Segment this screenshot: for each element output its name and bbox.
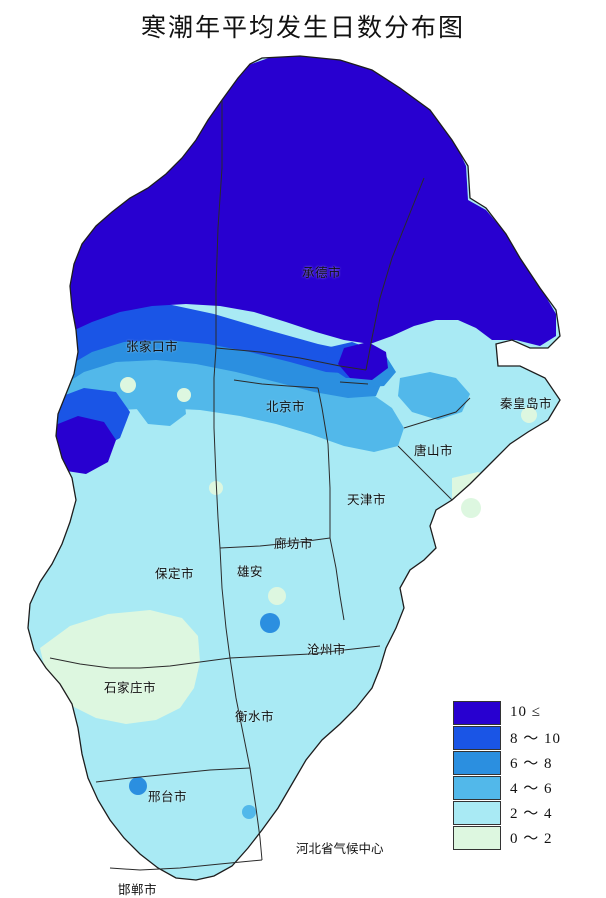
city-label-chengde: 承德市 [302, 266, 342, 280]
band-10-plus [50, 56, 556, 346]
city-label-langfang: 廊坊市 [274, 537, 314, 551]
city-label-zhangjiakou: 张家口市 [126, 340, 179, 354]
legend-item: 0 ～ 2 [453, 825, 583, 850]
credit-label: 河北省气候中心 [296, 842, 384, 856]
city-label-xingtai: 邢台市 [148, 790, 188, 804]
legend-item: 2 ～ 4 [453, 800, 583, 825]
province-outline [27, 55, 561, 881]
city-label-tangshan: 唐山市 [414, 444, 454, 458]
legend-item: 6 ～ 8 [453, 750, 583, 775]
legend-swatch-10-plus [453, 700, 501, 725]
legend-swatch-6-8 [453, 750, 501, 775]
legend-swatch-0-2 [453, 825, 501, 850]
page-title: 寒潮年平均发生日数分布图 [140, 15, 465, 42]
band-10-plus-c [338, 342, 388, 380]
legend-label-10-plus: 10 ≤ [510, 704, 541, 720]
city-label-hengshui: 衡水市 [235, 710, 275, 724]
map-canvas: 承德市 张家口市 北京市 秦皇岛市 唐山市 天津市 廊坊市 保定市 雄安 沧州市… [0, 48, 606, 897]
city-label-handan: 邯郸市 [118, 883, 158, 897]
legend-item: 4 ～ 6 [453, 775, 583, 800]
band-4-6 [50, 334, 404, 452]
band-8-10 [54, 302, 372, 374]
band-4-6-c [136, 386, 186, 426]
legend-swatch-8-10 [453, 725, 501, 750]
legend-item: 8 ～ 10 [453, 725, 583, 750]
legend-label-0-2: 0 ～ 2 [510, 831, 553, 847]
legend-label-6-8: 6 ～ 8 [510, 756, 553, 772]
band-0-2 [40, 610, 200, 724]
band-4-6-b [398, 372, 470, 420]
legend-swatch-4-6 [453, 775, 501, 800]
city-label-tianjin: 天津市 [347, 493, 387, 507]
city-label-qinhuangdao: 秦皇岛市 [500, 397, 553, 411]
legend: 10 ≤ 8 ～ 10 6 ～ 8 4 ～ 6 2 ～ 4 0 ～ 2 [453, 700, 583, 860]
legend-swatch-2-4 [453, 800, 501, 825]
station-blobs [120, 377, 537, 819]
legend-item: 10 ≤ [453, 700, 583, 725]
prefecture-borders [49, 100, 471, 871]
city-label-beijing: 北京市 [266, 400, 306, 414]
city-label-shijiazhuang: 石家庄市 [104, 681, 157, 695]
legend-label-4-6: 4 ～ 6 [510, 781, 553, 797]
city-label-baoding: 保定市 [155, 567, 195, 581]
choropleth-map [27, 55, 561, 881]
city-label-xiongan: 雄安 [237, 565, 264, 579]
legend-label-8-10: 8 ～ 10 [510, 731, 562, 747]
legend-label-2-4: 2 ～ 4 [510, 806, 553, 822]
city-label-cangzhou: 沧州市 [307, 643, 347, 657]
